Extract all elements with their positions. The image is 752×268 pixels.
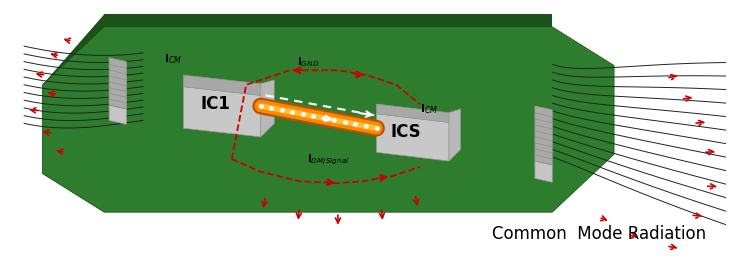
- Polygon shape: [42, 14, 105, 212]
- Text: ICS: ICS: [390, 123, 420, 141]
- Polygon shape: [261, 80, 274, 137]
- Text: $\mathbf{I}_{CM}$: $\mathbf{I}_{CM}$: [164, 53, 182, 66]
- Polygon shape: [377, 114, 449, 161]
- Polygon shape: [183, 75, 261, 95]
- Polygon shape: [535, 106, 552, 165]
- Polygon shape: [449, 109, 460, 161]
- Text: Common  Mode Radiation: Common Mode Radiation: [493, 225, 707, 243]
- Polygon shape: [109, 58, 126, 109]
- Polygon shape: [42, 27, 614, 212]
- Text: IC1: IC1: [201, 95, 231, 113]
- Polygon shape: [535, 161, 552, 182]
- Text: $\mathbf{I}_{GND}$: $\mathbf{I}_{GND}$: [297, 55, 320, 69]
- Polygon shape: [183, 87, 261, 137]
- Text: $\mathbf{I}_{DM/Signal}$: $\mathbf{I}_{DM/Signal}$: [307, 152, 350, 167]
- Polygon shape: [109, 105, 126, 124]
- Text: $\mathbf{I}_{CM}$: $\mathbf{I}_{CM}$: [420, 102, 438, 116]
- Polygon shape: [377, 104, 449, 122]
- Polygon shape: [105, 14, 552, 27]
